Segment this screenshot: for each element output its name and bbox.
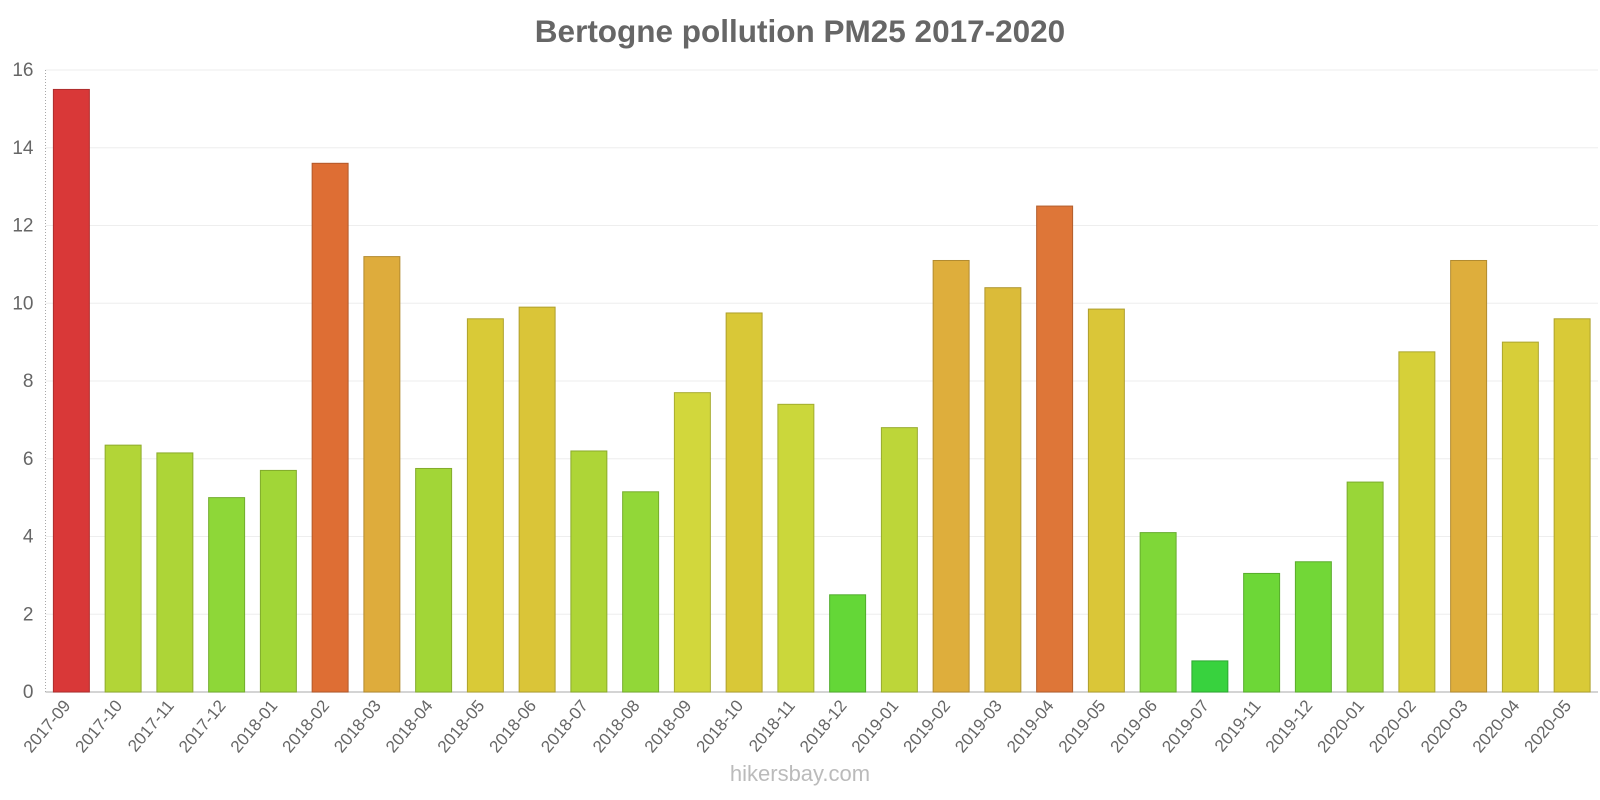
svg-text:2020-04: 2020-04 [1469,696,1524,756]
svg-text:2018-03: 2018-03 [330,696,385,756]
svg-text:2020-01: 2020-01 [1314,696,1369,756]
svg-text:2018-04: 2018-04 [382,696,437,756]
svg-text:14: 14 [12,138,34,159]
svg-text:2018-12: 2018-12 [796,696,851,756]
svg-text:2018-02: 2018-02 [279,696,334,756]
svg-text:2019-06: 2019-06 [1107,696,1162,756]
svg-text:2020-05: 2020-05 [1521,696,1576,756]
svg-text:2: 2 [23,604,34,625]
svg-text:2018-08: 2018-08 [589,696,644,756]
svg-text:2017-10: 2017-10 [72,696,127,756]
svg-text:6: 6 [23,449,34,470]
svg-text:2017-11: 2017-11 [124,696,178,755]
svg-text:2017-09: 2017-09 [20,696,75,756]
svg-text:2018-11: 2018-11 [745,696,799,755]
svg-text:8: 8 [23,371,34,392]
svg-text:2019-01: 2019-01 [848,696,903,756]
svg-text:2018-06: 2018-06 [486,696,541,756]
svg-text:2018-05: 2018-05 [434,696,489,756]
svg-text:4: 4 [23,527,34,548]
svg-text:2019-05: 2019-05 [1055,696,1110,756]
svg-text:2019-04: 2019-04 [1003,696,1058,756]
svg-text:10: 10 [12,293,33,314]
svg-text:2017-12: 2017-12 [175,696,230,756]
svg-text:2019-11: 2019-11 [1211,696,1265,755]
svg-text:2019-12: 2019-12 [1262,696,1317,756]
svg-text:12: 12 [12,216,33,237]
svg-text:2018-07: 2018-07 [537,696,592,756]
svg-text:0: 0 [23,682,34,703]
svg-text:2019-03: 2019-03 [951,696,1006,756]
svg-text:2019-07: 2019-07 [1158,696,1213,756]
svg-text:2018-01: 2018-01 [227,696,282,756]
svg-text:2020-03: 2020-03 [1417,696,1472,756]
svg-text:2019-02: 2019-02 [900,696,955,756]
svg-text:2020-02: 2020-02 [1365,696,1420,756]
svg-text:2018-10: 2018-10 [693,696,748,756]
svg-text:2018-09: 2018-09 [641,696,696,756]
svg-text:16: 16 [12,60,33,81]
